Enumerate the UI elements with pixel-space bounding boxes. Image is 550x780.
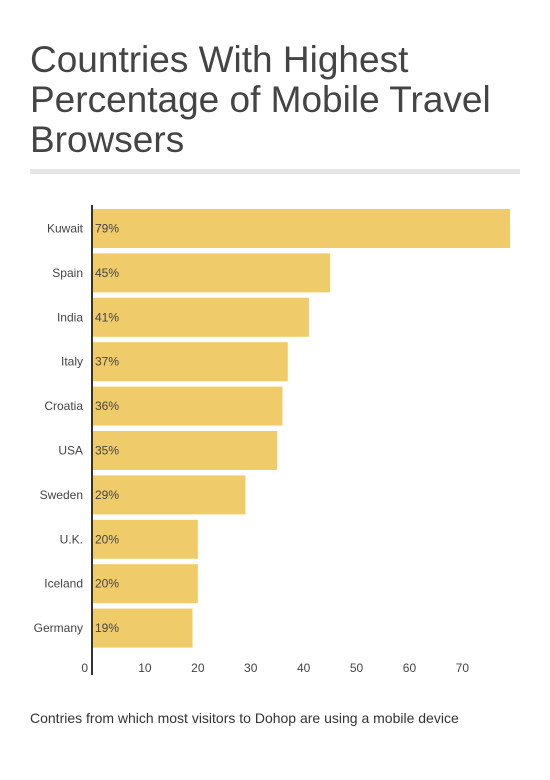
category-label: Kuwait xyxy=(47,222,84,236)
category-label: U.K. xyxy=(60,532,83,546)
bar-kuwait xyxy=(92,209,510,248)
chart-title: Countries With Highest Percentage of Mob… xyxy=(30,39,491,160)
bar-croatia xyxy=(92,386,283,426)
data-label: 20% xyxy=(95,577,119,591)
bar-iceland xyxy=(92,564,198,604)
category-label: Italy xyxy=(61,355,83,369)
category-label: Spain xyxy=(52,266,83,280)
data-label: 36% xyxy=(95,399,119,413)
x-tick-label: 40 xyxy=(297,661,311,675)
x-tick-label: 30 xyxy=(244,661,258,675)
category-label: Germany xyxy=(34,621,83,635)
data-label: 19% xyxy=(95,621,119,635)
category-label: Croatia xyxy=(44,399,83,413)
bar-u-k xyxy=(92,519,198,559)
bar-spain xyxy=(92,253,331,293)
bar-sweden xyxy=(92,475,246,515)
chart-caption: Contries from which most visitors to Doh… xyxy=(30,710,459,726)
data-label: 37% xyxy=(95,355,119,369)
bar-usa xyxy=(92,431,278,470)
data-labels-group: 79% 45% 41% 37% 36% 35% 29% 20% 20% 19% xyxy=(95,222,119,636)
bar-italy xyxy=(92,342,288,382)
x-tick-label: 50 xyxy=(350,661,364,675)
bar-germany xyxy=(92,608,193,648)
data-label: 35% xyxy=(95,444,119,458)
category-label: USA xyxy=(58,444,83,458)
bar-chart: Kuwait Spain India Italy Croatia USA Sweden U.K… xyxy=(34,205,510,675)
bars-group xyxy=(92,209,510,648)
x-tick-labels-group: 0 10 20 30 40 50 60 70 xyxy=(81,661,469,675)
data-label: 41% xyxy=(95,310,119,324)
x-tick-label: 20 xyxy=(191,661,205,675)
bar-india xyxy=(92,297,309,337)
category-label: Iceland xyxy=(44,577,83,591)
x-tick-label: 10 xyxy=(138,661,152,675)
data-label: 20% xyxy=(95,532,119,546)
category-labels-group: Kuwait Spain India Italy Croatia USA Sweden U.K… xyxy=(34,222,84,636)
data-label: 45% xyxy=(95,266,119,280)
x-tick-label: 70 xyxy=(456,661,470,675)
x-tick-label: 60 xyxy=(403,661,417,675)
title-divider xyxy=(30,169,520,174)
category-label: Sweden xyxy=(40,488,83,502)
data-label: 79% xyxy=(95,222,119,236)
x-tick-label: 0 xyxy=(81,661,88,675)
category-label: India xyxy=(57,310,83,324)
data-label: 29% xyxy=(95,488,119,502)
